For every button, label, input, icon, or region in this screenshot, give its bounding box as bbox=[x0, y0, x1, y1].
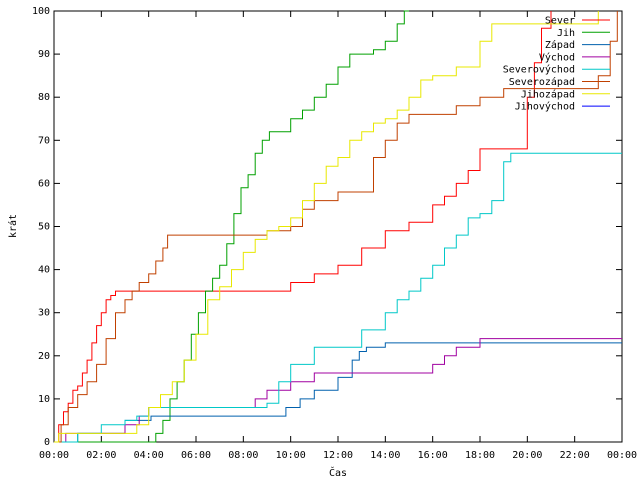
x-tick-label: 06:00 bbox=[181, 450, 211, 461]
y-tick-label: 100 bbox=[32, 6, 50, 17]
series-line-4 bbox=[54, 152, 622, 443]
x-tick-label: 16:00 bbox=[418, 450, 448, 461]
legend-label: Severovýchod bbox=[503, 64, 575, 76]
y-axis-ticks: 0 10 20 30 40 50 60 70 80 90 100 bbox=[32, 6, 622, 448]
series-line-0 bbox=[54, 11, 552, 443]
x-tick-label: 00:00 bbox=[607, 450, 637, 461]
x-tick-label: 18:00 bbox=[465, 450, 495, 461]
legend-label: Západ bbox=[545, 39, 575, 51]
x-tick-label: 04:00 bbox=[134, 450, 164, 461]
x-tick-label: 14:00 bbox=[370, 450, 400, 461]
x-tick-label: 22:00 bbox=[560, 450, 590, 461]
legend-label: Severozápad bbox=[509, 76, 575, 88]
series-line-1 bbox=[54, 10, 409, 443]
x-axis-title: Čas bbox=[329, 466, 347, 479]
x-tick-label: 02:00 bbox=[86, 450, 116, 461]
legend-label: Jih bbox=[557, 28, 575, 39]
x-tick-label: 08:00 bbox=[228, 450, 258, 461]
y-tick-label: 10 bbox=[38, 394, 50, 405]
series-line-2 bbox=[54, 342, 622, 443]
x-tick-label: 10:00 bbox=[276, 450, 306, 461]
y-tick-label: 0 bbox=[44, 437, 50, 448]
y-tick-label: 70 bbox=[38, 135, 50, 146]
series-line-6 bbox=[54, 11, 599, 443]
x-tick-label: 20:00 bbox=[512, 450, 542, 461]
legend-label: Sever bbox=[545, 16, 575, 27]
series-lines bbox=[54, 10, 622, 443]
y-tick-label: 80 bbox=[38, 92, 50, 103]
x-tick-label: 12:00 bbox=[323, 450, 353, 461]
legend-label: Jihovýchod bbox=[515, 101, 575, 113]
y-tick-label: 20 bbox=[38, 351, 50, 362]
y-tick-label: 60 bbox=[38, 178, 50, 189]
x-tick-label: 00:00 bbox=[39, 450, 69, 461]
legend-label: Východ bbox=[539, 51, 575, 63]
y-tick-label: 50 bbox=[38, 222, 50, 233]
legend-label: Jihozápad bbox=[521, 88, 575, 100]
y-tick-label: 30 bbox=[38, 308, 50, 319]
x-axis-ticks: 00:00 02:00 04:00 06:00 08:00 10:00 12:00 14:00… bbox=[39, 11, 637, 461]
y-tick-label: 40 bbox=[38, 265, 50, 276]
y-tick-label: 90 bbox=[38, 49, 50, 60]
y-axis-title: krát bbox=[7, 214, 19, 238]
legend: SeverJihZápadVýchodSeverovýchodSeverozáp… bbox=[503, 16, 610, 113]
